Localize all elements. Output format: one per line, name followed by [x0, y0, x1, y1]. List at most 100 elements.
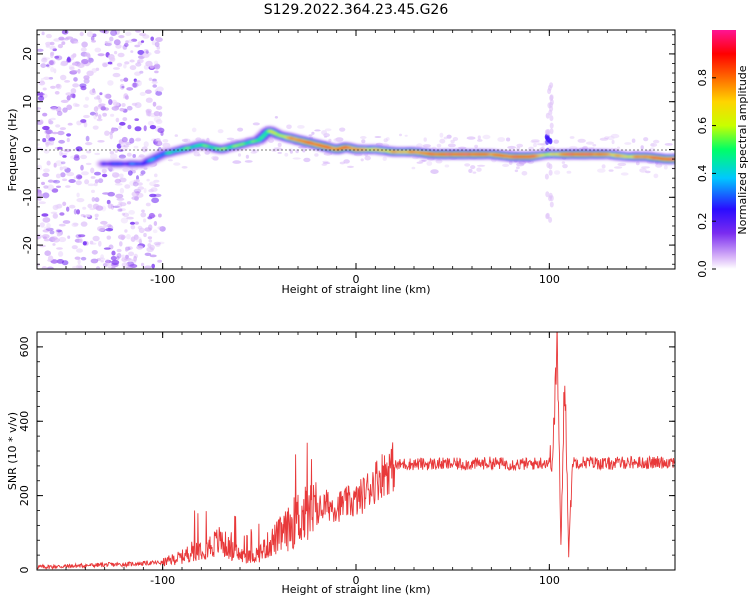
noise-blob: [49, 230, 55, 235]
noise-blob: [135, 30, 141, 33]
noise-blob: [71, 265, 80, 269]
noise-blob: [80, 256, 87, 261]
spectrogram-ylabel: Frequency (Hz): [6, 109, 19, 192]
noise-blob: [289, 150, 293, 154]
noise-blob: [93, 106, 99, 112]
noise-blob: [649, 147, 655, 151]
noise-blob: [286, 124, 292, 130]
noise-blob: [41, 266, 48, 269]
noise-blob: [162, 139, 169, 143]
noise-blob: [91, 197, 96, 202]
noise-blob: [151, 80, 158, 84]
noise-blob: [114, 50, 118, 55]
snr-line-layer: [37, 332, 675, 570]
snr-ylabel: SNR (10 * v/v): [6, 412, 19, 490]
noise-blob: [173, 162, 181, 166]
noise-blob: [142, 34, 150, 39]
noise-blob: [124, 229, 128, 233]
noise-blob: [80, 164, 84, 171]
noise-blob: [45, 227, 54, 231]
noise-blob: [143, 125, 147, 132]
ridge-blob: [264, 131, 270, 134]
noise-blob: [502, 163, 510, 167]
noise-blob: [155, 37, 163, 43]
noise-blob: [117, 52, 125, 58]
noise-blob: [450, 139, 455, 144]
noise-blob: [140, 40, 145, 43]
noise-blob: [118, 201, 123, 205]
noise-blob: [97, 114, 102, 120]
noise-blob: [60, 74, 67, 81]
noise-blob: [42, 112, 48, 117]
noise-blob: [37, 263, 40, 267]
noise-blob: [46, 64, 50, 67]
noise-blob: [447, 143, 456, 148]
snr-panel: -100 0 100 0 200 400 600 Height of straight li…: [6, 331, 676, 596]
noise-blob: [361, 139, 366, 144]
noise-blob: [115, 193, 124, 199]
y-tick-label: 0: [21, 146, 34, 153]
noise-blob: [126, 105, 133, 111]
noise-blob: [147, 236, 153, 240]
noise-blob: [116, 143, 122, 149]
noise-blob: [90, 36, 95, 41]
noise-blob: [321, 163, 327, 166]
x-tick-label: 100: [539, 574, 560, 587]
noise-blob: [617, 162, 627, 167]
noise-blob: [109, 57, 115, 61]
noise-blob: [152, 229, 158, 234]
noise-blob: [131, 82, 139, 88]
noise-blob: [66, 104, 73, 111]
noise-blob: [497, 137, 506, 142]
x-tick-label: -100: [150, 273, 175, 286]
ridge-blob: [256, 139, 262, 141]
noise-blob: [129, 65, 137, 71]
noise-blob: [119, 121, 126, 126]
noise-blob: [72, 102, 78, 107]
noise-blob: [116, 252, 122, 259]
noise-blob: [80, 214, 86, 217]
noise-blob: [143, 141, 149, 148]
noise-blob: [102, 112, 107, 117]
noise-blob: [157, 241, 165, 245]
noise-blob: [530, 140, 536, 143]
noise-blob: [45, 133, 51, 140]
noise-blob: [38, 80, 45, 84]
noise-blob: [105, 93, 112, 99]
noise-blob: [60, 172, 66, 178]
noise-blob: [153, 111, 161, 117]
noise-blob: [211, 155, 219, 160]
noise-blob: [79, 31, 84, 37]
noise-blob: [83, 114, 90, 119]
noise-blob: [643, 137, 649, 142]
noise-blob: [134, 118, 139, 121]
noise-blob: [154, 193, 162, 198]
noise-blob: [116, 256, 120, 260]
noise-blob: [75, 146, 83, 152]
spectrogram-xlabel: Height of straight line (km): [281, 283, 430, 296]
noise-blob: [548, 195, 552, 202]
ridge-blob: [148, 159, 154, 162]
noise-blob: [94, 197, 100, 203]
noise-blob: [399, 133, 402, 137]
noise-blob: [77, 258, 81, 265]
noise-blob: [640, 145, 644, 150]
noise-blob: [127, 258, 134, 263]
noise-blob: [48, 137, 56, 142]
noise-blob: [153, 116, 161, 123]
noise-blob: [65, 36, 74, 40]
noise-blob: [97, 257, 106, 261]
noise-blob: [56, 233, 61, 237]
y-tick-label: 20: [21, 47, 34, 61]
noise-blob: [476, 164, 486, 167]
noise-blob: [76, 248, 83, 253]
noise-blob: [95, 205, 104, 211]
noise-blob: [52, 243, 56, 246]
noise-blob: [95, 266, 101, 269]
noise-blob: [472, 171, 477, 174]
y-tick-label: -10: [21, 188, 34, 206]
noise-blob: [421, 159, 427, 162]
noise-blob: [141, 262, 145, 267]
noise-blob: [153, 64, 159, 69]
noise-blob: [148, 212, 155, 219]
